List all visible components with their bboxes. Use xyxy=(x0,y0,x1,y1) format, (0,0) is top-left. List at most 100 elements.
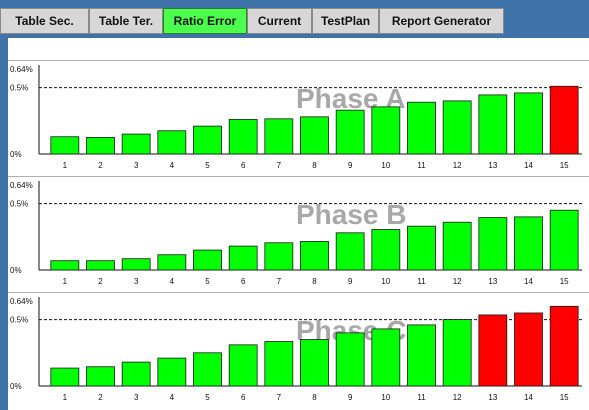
phase-c-bar-10 xyxy=(371,328,401,387)
phase-c-chart: Phase C0%0.5%0.64%1 2 3 4 5 6 7 8 9 10 11 12 13 14 15 xyxy=(10,297,582,402)
phase-b-x-tick-label: 13 xyxy=(488,277,497,286)
phase-b-y-tick-label: 0.64% xyxy=(10,181,33,190)
phase-a-x-tick-label: 13 xyxy=(488,161,497,170)
phase-b-bar-13 xyxy=(478,217,508,271)
phase-c-x-tick-label: 6 xyxy=(241,393,246,402)
phase-c-x-tick-label: 10 xyxy=(381,393,390,402)
phase-c-bar-14 xyxy=(514,312,543,387)
phase-a-bar-5 xyxy=(193,125,222,155)
phase-a-x-tick-label: 4 xyxy=(170,161,175,170)
phase-b-bar-11 xyxy=(407,225,436,271)
phase-b-bar-8 xyxy=(300,241,329,271)
phase-a-bar-11 xyxy=(407,101,436,155)
phase-c-bar-4 xyxy=(157,357,187,387)
phase-c-y-tick-label: 0.5% xyxy=(10,316,28,325)
phase-b-bar-4 xyxy=(157,254,187,271)
phase-a-bar-12 xyxy=(442,100,472,155)
phase-a-x-tick-label: 1 xyxy=(63,161,68,170)
phase-c-x-tick-label: 12 xyxy=(453,393,462,402)
phase-a-x-tick-label: 5 xyxy=(205,161,210,170)
phase-a-bar-10 xyxy=(371,106,401,155)
phase-c-x-tick-label: 8 xyxy=(312,393,317,402)
phase-c-bar-8 xyxy=(300,339,329,387)
tab-bar: Table Sec. Table Ter. Ratio Error Curren… xyxy=(0,0,589,38)
phase-c-x-tick-label: 11 xyxy=(417,393,426,402)
phase-a-y-tick-label: 0% xyxy=(10,150,22,159)
phase-c-y-tick-label: 0% xyxy=(10,382,22,391)
phase-b-bar-2 xyxy=(86,260,115,271)
phase-c-bar-12 xyxy=(442,319,472,387)
phase-b-y-tick-label: 0.5% xyxy=(10,200,28,209)
phase-c-bar-5 xyxy=(193,352,222,387)
phase-c-bar-3 xyxy=(121,361,151,387)
phase-a-x-tick-label: 14 xyxy=(524,161,533,170)
phase-b-x-tick-label: 1 xyxy=(63,277,68,286)
tab-table-sec[interactable]: Table Sec. xyxy=(0,8,89,34)
phase-a-panel: Phase A 0% 0.5% 0.64% 1 2 3 4 5 6 7 8 9 10 11 12 13 14 15 xyxy=(8,60,589,172)
phase-b-x-tick-label: 5 xyxy=(205,277,210,286)
phase-b-bar-7 xyxy=(264,242,294,271)
phase-a-bar-7 xyxy=(264,118,294,155)
phase-a-bar-3 xyxy=(121,133,151,155)
phase-a-x-tick-label: 8 xyxy=(312,161,317,170)
phase-a-x-tick-label: 6 xyxy=(241,161,246,170)
phase-a-x-tick-label: 3 xyxy=(134,161,139,170)
tab-ratio-error[interactable]: Ratio Error xyxy=(163,8,247,34)
phase-c-x-tick-label: 3 xyxy=(134,393,139,402)
phase-b-x-tick-label: 4 xyxy=(170,277,175,286)
phase-a-chart: Phase A0%0.5%0.64%1 2 3 4 5 6 7 8 9 10 11 12 13 14 15 xyxy=(10,65,582,170)
phase-b-bar-9 xyxy=(335,232,365,271)
phase-c-y-tick-label: 0.64% xyxy=(10,297,33,306)
phase-a-bar-8 xyxy=(300,116,329,155)
phase-b-bar-10 xyxy=(371,229,401,271)
phase-b-panel: Phase B 0% 0.5% 0.64% 1 2 3 4 5 6 7 8 9 10 11 12 13 14 15 xyxy=(8,176,589,288)
tab-testplan[interactable]: TestPlan xyxy=(312,8,379,34)
phase-b-x-tick-label: 8 xyxy=(312,277,317,286)
phase-b-bar-5 xyxy=(193,249,222,271)
tab-table-ter[interactable]: Table Ter. xyxy=(89,8,163,34)
phase-a-y-tick-label: 0.5% xyxy=(10,84,28,93)
phase-b-bar-14 xyxy=(514,216,543,271)
phase-c-bar-6 xyxy=(228,344,258,387)
phase-c-x-tick-label: 15 xyxy=(560,393,569,402)
phase-c-x-tick-label: 1 xyxy=(63,393,68,402)
phase-a-y-tick-label: 0.64% xyxy=(10,65,33,74)
phase-a-bar-1 xyxy=(50,136,80,155)
tab-report-generator[interactable]: Report Generator xyxy=(379,8,504,34)
tab-current[interactable]: Current xyxy=(247,8,312,34)
phase-b-x-tick-label: 3 xyxy=(134,277,139,286)
phase-b-x-tick-label: 7 xyxy=(277,277,282,286)
phase-b-x-tick-label: 9 xyxy=(348,277,353,286)
phase-b-bar-6 xyxy=(228,245,258,271)
phase-c-panel: Phase C 0% 0.5% 0.64% 1 2 3 4 5 6 7 8 9 10 11 12 13 14 15 xyxy=(8,292,589,404)
phase-c-x-tick-label: 9 xyxy=(348,393,353,402)
phase-a-x-tick-label: 12 xyxy=(453,161,462,170)
phase-c-bar-13 xyxy=(478,314,508,387)
phase-c-x-tick-label: 14 xyxy=(524,393,533,402)
phase-c-bar-2 xyxy=(86,366,115,387)
phase-c-bar-1 xyxy=(50,367,80,387)
phase-a-bar-9 xyxy=(335,109,365,155)
phase-c-bar-11 xyxy=(407,324,436,387)
phase-c-x-tick-label: 4 xyxy=(170,393,175,402)
phase-c-bar-7 xyxy=(264,341,294,387)
phase-b-bar-1 xyxy=(50,260,80,271)
phase-a-bar-4 xyxy=(157,130,187,155)
phase-b-bar-12 xyxy=(442,221,472,271)
phase-c-x-tick-label: 7 xyxy=(277,393,282,402)
phase-b-bar-3 xyxy=(121,258,151,271)
phase-a-x-tick-label: 15 xyxy=(560,161,569,170)
phase-a-x-tick-label: 7 xyxy=(277,161,282,170)
phase-a-x-tick-label: 11 xyxy=(417,161,426,170)
phase-a-bar-2 xyxy=(86,136,115,155)
phase-c-x-tick-label: 13 xyxy=(488,393,497,402)
phase-c-bar-15 xyxy=(549,305,579,387)
phase-b-x-tick-label: 10 xyxy=(381,277,390,286)
phase-a-x-tick-label: 10 xyxy=(381,161,390,170)
phase-a-bar-14 xyxy=(514,92,543,155)
phase-b-bar-15 xyxy=(549,209,579,271)
phase-b-title: Phase B xyxy=(296,199,407,230)
phase-a-bar-15 xyxy=(549,85,579,155)
phase-b-x-tick-label: 2 xyxy=(98,277,103,286)
phase-c-bar-9 xyxy=(335,332,365,387)
